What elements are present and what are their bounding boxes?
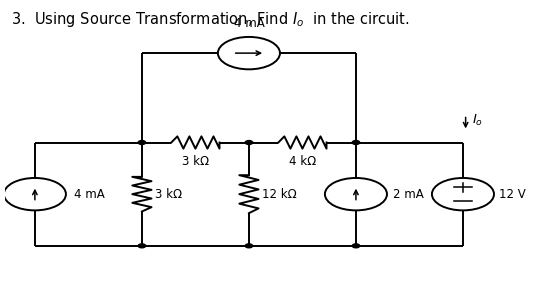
Text: 2 mA: 2 mA	[393, 188, 424, 201]
Circle shape	[432, 178, 494, 210]
Text: 12 V: 12 V	[500, 188, 526, 201]
Circle shape	[245, 244, 253, 248]
Circle shape	[352, 141, 360, 144]
Circle shape	[325, 178, 387, 210]
Text: 4 mA: 4 mA	[234, 17, 264, 30]
Text: 3 kΩ: 3 kΩ	[182, 155, 209, 168]
Circle shape	[138, 141, 146, 144]
Circle shape	[218, 37, 280, 69]
Text: 3.  Using Source Transformation, Find $I_o$  in the circuit.: 3. Using Source Transformation, Find $I_…	[11, 10, 410, 29]
Circle shape	[138, 244, 146, 248]
Text: 12 kΩ: 12 kΩ	[262, 188, 297, 201]
Circle shape	[245, 141, 253, 144]
Text: 4 mA: 4 mA	[74, 188, 105, 201]
Text: 4 kΩ: 4 kΩ	[289, 155, 316, 168]
Text: $I_o$: $I_o$	[472, 113, 483, 128]
Text: 3 kΩ: 3 kΩ	[155, 188, 182, 201]
Circle shape	[352, 244, 360, 248]
Circle shape	[4, 178, 66, 210]
